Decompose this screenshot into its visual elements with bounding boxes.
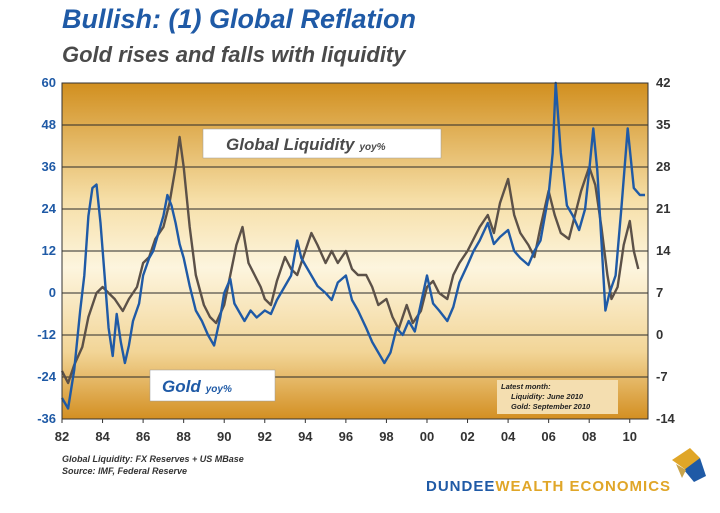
right-tick-label: 14 [656,243,671,258]
source-note-2: Source: IMF, Federal Reserve [62,466,188,476]
gold-label: Gold yoy% [162,377,232,396]
left-tick-label: 24 [42,201,57,216]
right-tick-label: -7 [656,369,668,384]
latest-month-gold: Gold: September 2010 [511,402,591,411]
brand-main: DUNDEE [426,478,496,495]
x-tick-label: 82 [55,429,69,444]
x-tick-label: 88 [176,429,190,444]
x-tick-label: 84 [95,429,110,444]
plot-frame [61,82,649,420]
gold-label-box [149,369,276,402]
liquidity-label-box [202,128,442,159]
x-tick-label: 90 [217,429,231,444]
left-tick-label: -12 [37,327,56,342]
brand-wordmark: DUNDEEWEALTH ECONOMICS [426,478,671,495]
x-tick-label: 00 [420,429,434,444]
left-tick-label: 36 [42,159,56,174]
gold-series-line [60,81,645,410]
liquidity-label: Global Liquidity yoy% [226,135,386,154]
right-axis: 42 35 28 21 14 7 0 -7 -14 [656,75,676,426]
latest-month-liquidity: Liquidity: June 2010 [511,392,584,401]
x-tick-label: 08 [582,429,596,444]
left-tick-label: 0 [49,285,56,300]
left-tick-label: -24 [37,369,57,384]
source-note-1: Global Liquidity: FX Reserves + US MBase [62,454,244,464]
x-axis: 82 84 86 88 90 92 94 96 98 00 02 04 06 08 10 [55,419,637,444]
right-tick-label: 35 [656,117,670,132]
right-tick-label: -14 [656,411,676,426]
left-tick-label: 12 [42,243,56,258]
chart-title: Bullish: (1) Global Reflation [62,4,417,34]
x-tick-label: 94 [298,429,313,444]
brand-accent: WEALTH ECONOMICS [495,478,672,495]
right-tick-label: 28 [656,159,670,174]
right-tick-label: 21 [656,201,670,216]
latest-month-box [497,380,618,414]
right-tick-label: 7 [656,285,663,300]
series-layer [60,81,645,410]
x-tick-label: 04 [501,429,516,444]
left-axis: 60 48 36 24 12 0 -12 -24 -36 [37,75,57,426]
chart-subtitle: Gold rises and falls with liquidity [62,42,406,67]
x-tick-label: 98 [379,429,393,444]
left-tick-label: 60 [42,75,56,90]
dundee-logo-icon [672,448,706,482]
x-tick-label: 02 [460,429,474,444]
left-tick-label: -36 [37,411,56,426]
right-tick-label: 42 [656,75,670,90]
x-tick-label: 10 [623,429,637,444]
x-tick-label: 92 [258,429,272,444]
x-tick-label: 06 [541,429,555,444]
x-tick-label: 86 [136,429,150,444]
right-tick-label: 0 [656,327,663,342]
left-tick-label: 48 [42,117,56,132]
latest-month-heading: Latest month: [501,382,551,391]
x-tick-label: 96 [339,429,353,444]
